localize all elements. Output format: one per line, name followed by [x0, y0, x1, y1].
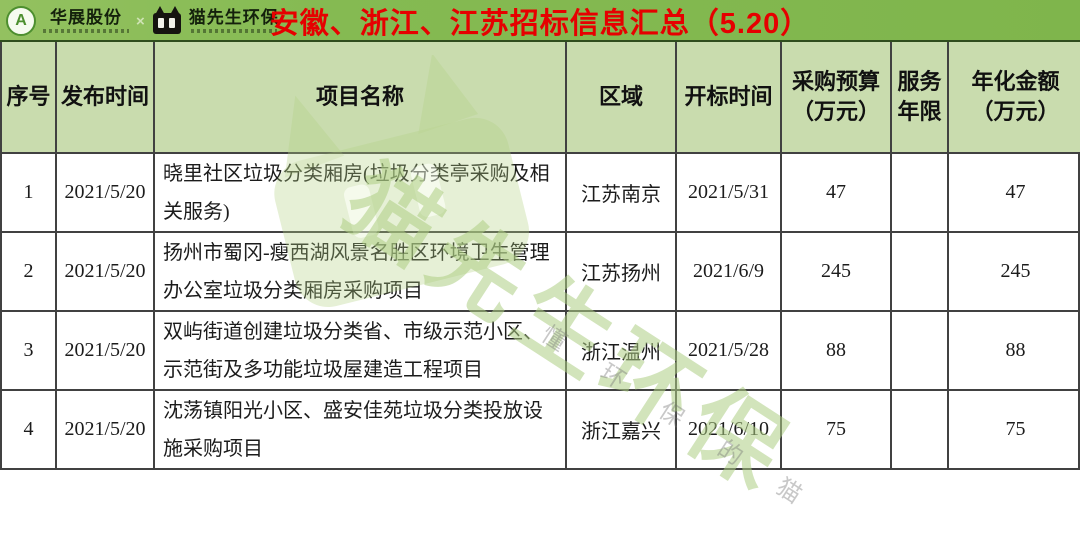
col-header-publish: 发布时间 — [57, 42, 155, 154]
huazhan-brand: 华展股份 — [43, 9, 129, 33]
cell-publish-date: 2021/5/20 — [57, 154, 155, 233]
header-banner: A 华展股份 × 猫先生环保 安徽、浙江、江苏招标信息汇总（5.20） — [0, 0, 1080, 42]
cell-project-name: 晓里社区垃圾分类厢房(垃圾分类亭采购及相关服务) — [155, 154, 567, 233]
col-header-budget: 采购预算 （万元） — [782, 42, 892, 154]
mrcat-tagline — [190, 29, 277, 33]
col-header-project: 项目名称 — [155, 42, 567, 154]
cell-service-years — [892, 312, 949, 391]
col-header-no: 序号 — [2, 42, 57, 154]
col-header-annual: 年化金额 （万元） — [949, 42, 1080, 154]
cell-annual-amount: 245 — [949, 233, 1080, 312]
col-header-region: 区域 — [567, 42, 677, 154]
huazhan-brand-name: 华展股份 — [50, 8, 122, 27]
cell-open-date: 2021/6/9 — [677, 233, 782, 312]
cell-no: 4 — [2, 391, 57, 470]
cell-service-years — [892, 233, 949, 312]
cell-service-years — [892, 154, 949, 233]
huazhan-tagline — [43, 29, 129, 33]
huazhan-logo-icon: A — [6, 6, 36, 36]
cell-publish-date: 2021/5/20 — [57, 391, 155, 470]
cell-budget: 47 — [782, 154, 892, 233]
cell-project-name: 沈荡镇阳光小区、盛安佳苑垃圾分类投放设施采购项目 — [155, 391, 567, 470]
cell-annual-amount: 75 — [949, 391, 1080, 470]
cell-region: 江苏南京 — [567, 154, 677, 233]
cell-open-date: 2021/6/10 — [677, 391, 782, 470]
cell-no: 1 — [2, 154, 57, 233]
cell-region: 江苏扬州 — [567, 233, 677, 312]
col-header-years: 服务 年限 — [892, 42, 949, 154]
mrcat-logo-icon — [152, 6, 182, 35]
page-title: 安徽、浙江、江苏招标信息汇总（5.20） — [269, 8, 811, 40]
cell-annual-amount: 88 — [949, 312, 1080, 391]
cell-region: 浙江温州 — [567, 312, 677, 391]
cell-service-years — [892, 391, 949, 470]
col-header-open: 开标时间 — [677, 42, 782, 154]
cell-no: 2 — [2, 233, 57, 312]
cell-budget: 88 — [782, 312, 892, 391]
cell-open-date: 2021/5/28 — [677, 312, 782, 391]
cell-annual-amount: 47 — [949, 154, 1080, 233]
mrcat-brand: 猫先生环保 — [189, 9, 279, 33]
cell-publish-date: 2021/5/20 — [57, 312, 155, 391]
cell-publish-date: 2021/5/20 — [57, 233, 155, 312]
mrcat-brand-name: 猫先生环保 — [188, 8, 279, 27]
cell-region: 浙江嘉兴 — [567, 391, 677, 470]
bid-summary-table: 序号 发布时间 项目名称 区域 开标时间 采购预算 （万元） 服务 年限 年化金… — [0, 42, 1080, 470]
cross-separator: × — [136, 12, 145, 30]
cell-project-name: 双屿街道创建垃圾分类省、市级示范小区、示范街及多功能垃圾屋建造工程项目 — [155, 312, 567, 391]
cell-open-date: 2021/5/31 — [677, 154, 782, 233]
cell-budget: 75 — [782, 391, 892, 470]
cell-budget: 245 — [782, 233, 892, 312]
cell-no: 3 — [2, 312, 57, 391]
logo-cluster: A 华展股份 × 猫先生环保 — [6, 3, 279, 39]
cell-project-name: 扬州市蜀冈-瘦西湖风景名胜区环境卫生管理办公室垃圾分类厢房采购项目 — [155, 233, 567, 312]
